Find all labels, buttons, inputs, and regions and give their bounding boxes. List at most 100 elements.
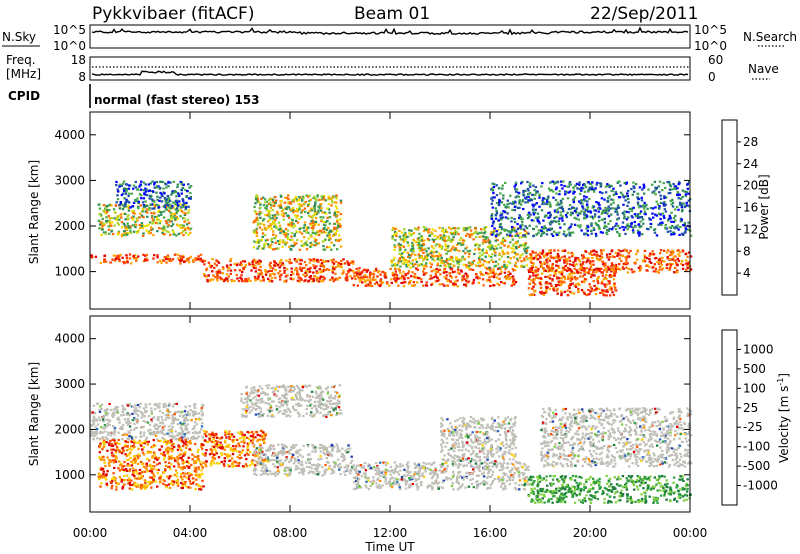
echo-cell xyxy=(103,260,106,263)
echo-cell xyxy=(621,255,624,258)
echo-cell xyxy=(513,269,517,272)
echo-cell xyxy=(164,405,168,408)
echo-cell xyxy=(162,229,165,232)
echo-cell xyxy=(300,244,304,247)
echo-cell xyxy=(293,235,296,238)
echo-cell xyxy=(489,233,493,236)
echo-cell xyxy=(444,235,447,238)
echo-cell xyxy=(189,255,192,258)
echo-cell xyxy=(201,479,204,482)
echo-cell xyxy=(449,266,452,269)
echo-cell xyxy=(126,412,129,415)
echo-cell xyxy=(126,462,130,466)
echo-cell xyxy=(117,230,121,233)
echo-cell xyxy=(481,242,485,245)
echo-cell xyxy=(140,188,143,191)
echo-cell xyxy=(603,217,606,220)
echo-cell xyxy=(534,274,538,277)
echo-cell xyxy=(138,406,141,409)
echo-cell xyxy=(308,210,311,213)
echo-cell xyxy=(229,272,232,275)
echo-cell xyxy=(292,222,295,225)
echo-cell xyxy=(315,265,318,268)
echo-cell xyxy=(481,241,485,244)
echo-cell xyxy=(524,189,527,192)
echo-cell xyxy=(513,217,516,221)
echo-cell xyxy=(512,278,515,281)
echo-cell xyxy=(394,270,397,273)
echo-cell xyxy=(522,194,526,197)
echo-cell xyxy=(416,268,419,271)
echo-cell xyxy=(659,213,662,216)
echo-cell xyxy=(164,203,167,206)
echo-cell xyxy=(320,231,323,234)
echo-cell xyxy=(193,425,196,428)
echo-cell xyxy=(166,255,170,258)
echo-cell xyxy=(140,214,144,217)
echo-cell xyxy=(673,271,676,274)
echo-cell xyxy=(103,444,106,447)
echo-cell xyxy=(313,205,316,208)
echo-cell xyxy=(184,428,187,431)
echo-cell xyxy=(535,266,538,269)
echo-cell xyxy=(202,272,206,276)
echo-cell xyxy=(274,237,277,240)
echo-cell xyxy=(569,231,572,234)
echo-cell xyxy=(596,254,599,257)
echo-cell xyxy=(393,273,396,276)
echo-cell xyxy=(495,230,498,233)
echo-cell xyxy=(562,233,565,236)
echo-cell xyxy=(167,181,170,184)
echo-cell xyxy=(591,181,594,184)
echo-cell xyxy=(509,276,513,279)
echo-cell xyxy=(494,236,498,239)
echo-cell xyxy=(482,273,485,276)
echo-cell xyxy=(114,257,117,260)
echo-cell xyxy=(272,220,276,223)
echo-cell xyxy=(654,188,658,191)
echo-cell xyxy=(177,204,180,207)
echo-cell xyxy=(668,226,671,229)
echo-cell xyxy=(105,216,108,219)
echo-cell xyxy=(181,415,185,418)
echo-cell xyxy=(670,249,674,253)
echo-cell xyxy=(108,419,112,422)
echo-cell xyxy=(92,432,95,435)
echo-cell xyxy=(150,481,153,484)
echo-cell xyxy=(156,261,159,264)
echo-cell xyxy=(313,223,316,226)
echo-cell xyxy=(625,250,629,253)
echo-cell xyxy=(654,186,657,189)
echo-cell xyxy=(686,267,689,270)
echo-cell xyxy=(327,268,331,271)
echo-cell xyxy=(438,237,441,240)
echo-cell xyxy=(114,460,118,463)
echo-cell xyxy=(468,252,471,256)
echo-cell xyxy=(155,191,158,194)
echo-cell xyxy=(258,262,261,265)
echo-cell xyxy=(501,216,505,219)
echo-cell xyxy=(258,210,262,214)
echo-cell xyxy=(264,273,268,276)
echo-cell xyxy=(558,193,561,196)
echo-cell xyxy=(105,414,108,417)
echo-cell xyxy=(544,214,547,217)
echo-cell xyxy=(270,197,273,201)
echo-cell xyxy=(166,412,170,415)
echo-cell xyxy=(162,205,165,208)
echo-cell xyxy=(370,272,373,276)
echo-cell xyxy=(167,414,170,417)
echo-cell xyxy=(610,213,613,216)
echo-cell xyxy=(121,208,125,211)
echo-cell xyxy=(490,270,493,273)
echo-cell xyxy=(567,228,570,231)
echo-cell xyxy=(192,437,195,441)
echo-cell xyxy=(379,273,382,276)
echo-cell xyxy=(468,262,472,265)
echo-cell xyxy=(457,242,460,245)
echo-cell xyxy=(290,270,293,273)
echo-cell xyxy=(229,269,233,272)
echo-cell xyxy=(573,196,577,199)
echo-cell xyxy=(101,448,104,451)
echo-cell xyxy=(516,195,519,198)
